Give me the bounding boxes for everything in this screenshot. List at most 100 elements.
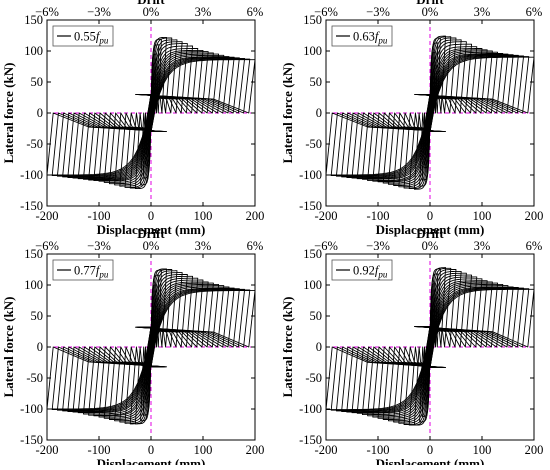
top-tick-label: 6%	[526, 239, 543, 253]
x-tick-label: 0	[427, 209, 433, 223]
y-tick-label: -100	[299, 168, 322, 182]
top-axis-title: Drift	[137, 226, 165, 241]
legend-box	[331, 25, 393, 47]
y-tick-label: 100	[24, 278, 43, 292]
y-tick-label: 100	[24, 44, 43, 58]
legend-prefix: 0.63	[353, 30, 375, 44]
y-tick-label: 0	[37, 106, 43, 120]
x-tick-label: 200	[246, 209, 265, 223]
y-axis-title: Lateral force (kN)	[1, 63, 16, 164]
x-tick-label: 100	[194, 443, 213, 457]
x-tick-label: -200	[36, 209, 59, 223]
legend-subscript: pu	[377, 36, 388, 46]
x-tick-label: 0	[427, 443, 433, 457]
hysteresis-curves	[47, 36, 255, 190]
x-tick-label: -200	[315, 443, 338, 457]
y-tick-label: 50	[31, 309, 44, 323]
x-axis-title: Displacement (mm)	[376, 222, 485, 237]
legend-label: 0.92fpu	[353, 264, 388, 280]
y-tick-label: -50	[26, 137, 43, 151]
top-tick-label: −3%	[366, 5, 390, 19]
y-tick-label: 50	[310, 75, 323, 89]
x-tick-label: 100	[473, 209, 492, 223]
hysteresis-loop	[47, 290, 255, 410]
legend-box	[331, 259, 393, 281]
x-tick-label: -200	[36, 443, 59, 457]
x-tick-label: -100	[367, 209, 390, 223]
x-axis-title: Displacement (mm)	[97, 456, 206, 465]
x-tick-label: 100	[473, 443, 492, 457]
chart-panel-4: -200 -100 0 100 200 -150 -100 -50 0 50 100 150−6% −3…	[280, 226, 543, 470]
legend-symbol: f	[96, 30, 101, 44]
top-axis-title: Drift	[416, 226, 444, 241]
legend-symbol: f	[375, 264, 380, 278]
top-tick-label: 0%	[143, 5, 160, 19]
x-tick-label: 200	[525, 209, 544, 223]
hysteresis-curves	[47, 268, 255, 425]
hysteresis-loop	[47, 59, 255, 176]
top-tick-label: −6%	[35, 239, 59, 253]
x-tick-label: 200	[246, 443, 265, 457]
top-tick-label: 0%	[143, 239, 160, 253]
top-tick-label: 6%	[247, 239, 264, 253]
y-tick-label: 50	[31, 75, 44, 89]
y-tick-label: -100	[20, 402, 43, 416]
legend: 0.77fpu	[52, 259, 114, 281]
top-tick-label: 0%	[422, 5, 439, 19]
top-axis-title: Drift	[137, 0, 165, 7]
legend-prefix: 0.92	[353, 264, 375, 278]
y-axis-title: Lateral force (kN)	[280, 63, 295, 164]
legend-prefix: 0.77	[74, 264, 96, 278]
top-tick-label: 3%	[474, 5, 491, 19]
hysteresis-curves	[326, 267, 534, 426]
hysteresis-loop	[326, 288, 534, 411]
legend: 0.63fpu	[331, 25, 393, 47]
y-tick-label: 150	[303, 247, 322, 261]
legend-prefix: 0.55	[74, 30, 96, 44]
y-tick-label: -150	[299, 199, 322, 213]
top-tick-label: 3%	[474, 239, 491, 253]
top-tick-label: 3%	[195, 239, 212, 253]
y-axis-title: Lateral force (kN)	[280, 297, 295, 398]
y-tick-label: 0	[316, 340, 322, 354]
hysteresis-loop	[326, 56, 534, 176]
y-tick-label: 150	[24, 13, 43, 27]
y-tick-label: 150	[24, 247, 43, 261]
x-tick-label: 100	[194, 209, 213, 223]
legend-label: 0.77fpu	[74, 264, 109, 280]
chart-panel-1: -200 -100 0 100 200 -150 -100 -50 0 50 100 150−6% −3…	[1, 0, 264, 237]
legend-subscript: pu	[98, 270, 109, 280]
y-tick-label: 50	[310, 309, 323, 323]
legend-symbol: f	[375, 30, 380, 44]
top-tick-label: 0%	[422, 239, 439, 253]
top-tick-label: 6%	[247, 5, 264, 19]
chart-panel-3: -200 -100 0 100 200 -150 -100 -50 0 50 100 150−6% −3…	[1, 226, 265, 470]
legend: 0.55fpu	[52, 25, 114, 47]
y-tick-label: 0	[316, 106, 322, 120]
legend-box	[52, 25, 114, 47]
y-tick-label: 150	[303, 13, 322, 27]
legend-subscript: pu	[98, 36, 109, 46]
legend-subscript: pu	[377, 270, 388, 280]
y-tick-label: -50	[305, 371, 322, 385]
y-tick-label: 100	[303, 44, 322, 58]
y-tick-label: -100	[299, 402, 322, 416]
x-tick-label: -100	[88, 209, 111, 223]
x-tick-label: -200	[315, 209, 338, 223]
x-tick-label: -100	[88, 443, 111, 457]
top-tick-label: −6%	[35, 5, 59, 19]
y-tick-label: -50	[26, 371, 43, 385]
top-tick-label: −3%	[87, 239, 111, 253]
x-tick-label: 0	[148, 443, 154, 457]
y-tick-label: 100	[303, 278, 322, 292]
legend-label: 0.63fpu	[353, 30, 388, 46]
legend-label: 0.55fpu	[74, 30, 109, 46]
x-axis-title: Displacement (mm)	[376, 456, 485, 465]
top-tick-label: 3%	[195, 5, 212, 19]
x-tick-label: 0	[148, 209, 154, 223]
top-tick-label: −6%	[314, 239, 338, 253]
y-tick-label: -150	[299, 433, 322, 447]
y-tick-label: -150	[20, 199, 43, 213]
